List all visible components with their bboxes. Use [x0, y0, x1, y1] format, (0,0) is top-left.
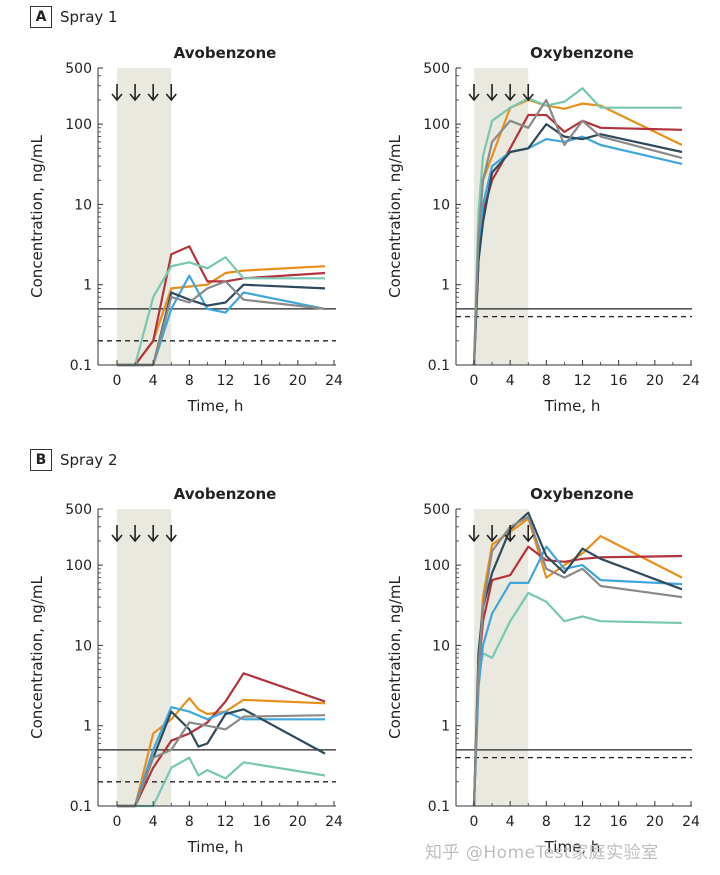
- dose-arrow-head-icon: [129, 93, 141, 102]
- x-tick-label: 8: [185, 814, 194, 830]
- chart-0: Avobenzone 0.1 1 10 100 500 0 4 8 12 16 20 24 Time, h…: [28, 44, 343, 415]
- x-axis-label: Time, h: [187, 838, 244, 856]
- y-tick-label: 10: [74, 197, 92, 213]
- x-tick-label: 20: [646, 814, 664, 830]
- y-axis-label: Concentration, ng/mL: [386, 576, 404, 739]
- chart-3: Oxybenzone 0.1 1 10 100 500 0 4 8 12 16 20 24 Time, h…: [386, 485, 700, 856]
- dosing-window: [117, 68, 172, 365]
- x-tick-label: 4: [506, 814, 515, 830]
- x-tick-label: 4: [149, 814, 158, 830]
- series-line-0: [117, 697, 326, 808]
- y-axis-label: Concentration, ng/mL: [28, 576, 46, 739]
- x-tick-label: 24: [325, 814, 343, 830]
- x-tick-label: 4: [506, 373, 515, 389]
- dose-arrow-head-icon: [147, 534, 159, 543]
- x-tick-label: 0: [470, 814, 479, 830]
- panel-label-a: A Spray 1: [30, 6, 118, 28]
- y-tick-label: 500: [423, 61, 450, 77]
- dose-arrow-head-icon: [522, 534, 534, 543]
- y-tick-label: 0.1: [70, 358, 92, 374]
- dose-arrow-head-icon: [468, 93, 480, 102]
- series-line-3: [472, 545, 683, 807]
- dose-arrow-head-icon: [165, 93, 177, 102]
- panel-label-b: B Spray 2: [30, 449, 118, 471]
- dose-arrow-head-icon: [504, 534, 516, 543]
- series-line-5: [472, 98, 683, 366]
- y-tick-label: 500: [65, 502, 92, 518]
- dose-arrow-head-icon: [165, 534, 177, 543]
- x-tick-label: 12: [217, 373, 235, 389]
- y-tick-label: 100: [423, 117, 450, 133]
- dose-arrow-head-icon: [522, 93, 534, 102]
- series-line-1: [117, 245, 326, 367]
- chart-title: Avobenzone: [174, 44, 277, 62]
- y-tick-label: 0.1: [428, 799, 450, 815]
- y-tick-label: 100: [65, 117, 92, 133]
- y-tick-label: 500: [65, 61, 92, 77]
- y-tick-label: 100: [423, 558, 450, 574]
- x-tick-label: 24: [325, 373, 343, 389]
- x-tick-label: 20: [289, 814, 307, 830]
- x-tick-label: 12: [574, 373, 592, 389]
- x-tick-label: 20: [646, 373, 664, 389]
- panel-title-b: Spray 2: [60, 451, 118, 469]
- x-tick-label: 0: [113, 814, 122, 830]
- chart-title: Oxybenzone: [530, 485, 634, 503]
- x-tick-label: 16: [610, 373, 628, 389]
- dose-arrow-head-icon: [129, 534, 141, 543]
- y-tick-label: 500: [423, 502, 450, 518]
- dose-arrow-head-icon: [486, 534, 498, 543]
- dose-arrow-head-icon: [504, 93, 516, 102]
- series-line-5: [472, 515, 683, 807]
- series-line-5: [117, 714, 326, 808]
- chart-title: Avobenzone: [174, 485, 277, 503]
- series-line-4: [472, 122, 683, 366]
- chart-1: Oxybenzone 0.1 1 10 100 500 0 4 8 12 16 20 24 Time, h…: [386, 44, 700, 415]
- x-tick-label: 12: [217, 814, 235, 830]
- x-tick-label: 8: [542, 373, 551, 389]
- x-tick-label: 12: [574, 814, 592, 830]
- y-tick-label: 1: [441, 278, 450, 294]
- dose-arrow-head-icon: [111, 93, 123, 102]
- panel-title-a: Spray 1: [60, 8, 118, 26]
- dose-arrow-head-icon: [486, 93, 498, 102]
- dose-arrow-head-icon: [468, 534, 480, 543]
- watermark-text: 知乎 @HomeTest家庭实验室: [425, 843, 659, 863]
- x-tick-label: 4: [149, 373, 158, 389]
- series-line-1: [117, 672, 326, 808]
- y-tick-label: 10: [74, 638, 92, 654]
- x-tick-label: 0: [470, 373, 479, 389]
- y-tick-label: 0.1: [70, 799, 92, 815]
- x-tick-label: 0: [113, 373, 122, 389]
- y-tick-label: 10: [432, 197, 450, 213]
- dosing-window: [117, 509, 172, 806]
- x-tick-label: 20: [289, 373, 307, 389]
- y-axis-label: Concentration, ng/mL: [386, 135, 404, 298]
- x-axis-label: Time, h: [187, 397, 244, 415]
- dose-arrow-head-icon: [111, 534, 123, 543]
- panel-letter-a: A: [30, 6, 52, 28]
- dose-arrow-head-icon: [147, 93, 159, 102]
- x-tick-label: 8: [542, 814, 551, 830]
- x-axis-label: Time, h: [544, 397, 601, 415]
- panel-letter-b: B: [30, 449, 52, 471]
- x-tick-label: 16: [253, 814, 271, 830]
- y-tick-label: 10: [432, 638, 450, 654]
- series-line-2: [117, 256, 325, 367]
- x-axis-label: Time, h: [544, 838, 601, 856]
- chart-2: Avobenzone 0.1 1 10 100 500 0 4 8 12 16 20 24 Time, h…: [28, 485, 343, 856]
- y-tick-label: 1: [83, 719, 92, 735]
- x-tick-label: 16: [610, 814, 628, 830]
- x-tick-label: 16: [253, 373, 271, 389]
- y-tick-label: 1: [441, 719, 450, 735]
- x-tick-label: 24: [682, 373, 700, 389]
- y-axis-label: Concentration, ng/mL: [28, 135, 46, 298]
- y-tick-label: 0.1: [428, 358, 450, 374]
- y-tick-label: 100: [65, 558, 92, 574]
- chart-title: Oxybenzone: [530, 44, 634, 62]
- x-tick-label: 8: [185, 373, 194, 389]
- y-tick-label: 1: [83, 278, 92, 294]
- x-tick-label: 24: [682, 814, 700, 830]
